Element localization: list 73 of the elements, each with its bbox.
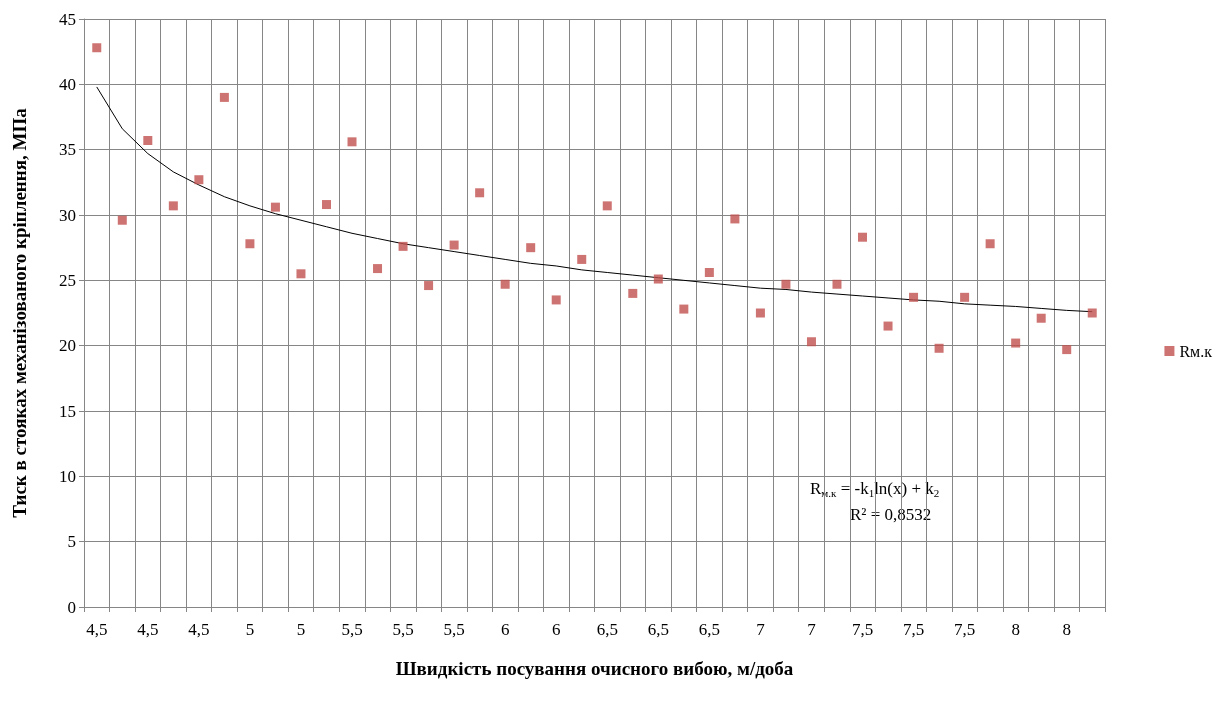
point xyxy=(806,337,816,347)
point xyxy=(398,241,408,251)
y-tick-label: 35 xyxy=(59,140,76,160)
x-tick-label: 7,5 xyxy=(851,620,874,639)
point xyxy=(296,269,306,279)
point xyxy=(245,239,255,249)
point xyxy=(168,201,178,211)
point xyxy=(1036,313,1046,323)
y-tick-label: 30 xyxy=(59,205,76,225)
point xyxy=(577,254,587,264)
x-tick-label: 7 xyxy=(756,620,766,639)
x-tick-label: 4,5 xyxy=(137,620,159,639)
point xyxy=(730,214,740,224)
x-tick-label: 5,5 xyxy=(443,620,465,639)
point xyxy=(1011,338,1021,348)
point xyxy=(1062,345,1072,355)
x-tick-label: 7,5 xyxy=(953,620,976,639)
point xyxy=(219,92,229,102)
y-tick-label: 45 xyxy=(59,9,76,29)
point xyxy=(985,239,995,249)
point xyxy=(628,288,638,298)
point xyxy=(602,201,612,211)
point xyxy=(270,202,280,212)
x-tick-label: 4,5 xyxy=(86,620,108,639)
x-tick-label: 7 xyxy=(807,620,817,639)
x-tick-label: 5 xyxy=(296,620,306,639)
point xyxy=(92,43,102,53)
point xyxy=(347,137,357,147)
x-axis-title: Швидкість посування очисного вибою, м/доба xyxy=(395,658,794,679)
point xyxy=(143,136,153,146)
point xyxy=(960,292,970,302)
x-tick-label: 4,5 xyxy=(188,620,210,639)
y-tick-label: 5 xyxy=(67,532,76,552)
x-tick-label: 8 xyxy=(1062,620,1071,639)
y-axis-title: Тиск в стояках механізованого кріплення, МПа xyxy=(9,107,30,518)
point xyxy=(704,267,714,277)
point xyxy=(475,188,485,198)
point xyxy=(551,295,561,305)
x-tick-label: 5 xyxy=(245,620,255,639)
point xyxy=(526,243,536,253)
point xyxy=(653,274,663,284)
y-tick-label: 40 xyxy=(59,74,76,94)
x-tick-label: 8 xyxy=(1011,620,1020,639)
y-tick-label: 10 xyxy=(59,466,76,486)
x-tick-label: 5,5 xyxy=(392,620,414,639)
y-tick-label: 25 xyxy=(59,270,76,290)
x-tick-label: 5,5 xyxy=(341,620,363,639)
y-tick-label: 15 xyxy=(59,401,76,421)
x-tick-label: 6,5 xyxy=(698,620,720,639)
point xyxy=(934,343,944,353)
x-tick-label: 6,5 xyxy=(647,620,669,639)
point xyxy=(373,264,383,274)
point xyxy=(832,279,842,289)
y-tick-label: 20 xyxy=(59,336,76,356)
point xyxy=(117,215,127,225)
point xyxy=(755,308,765,318)
legend-label: Rм.к xyxy=(1179,342,1213,360)
x-tick-label: 6 xyxy=(500,620,510,639)
point xyxy=(194,175,204,185)
point xyxy=(781,279,791,289)
x-tick-label: 6 xyxy=(551,620,561,639)
point xyxy=(500,279,510,289)
point xyxy=(909,292,919,302)
y-tick-label: 0 xyxy=(67,597,76,617)
x-tick-label: 6,5 xyxy=(596,620,618,639)
point xyxy=(424,281,434,291)
point xyxy=(883,321,893,331)
point xyxy=(858,232,868,242)
point xyxy=(1087,308,1097,318)
point xyxy=(321,200,331,210)
point xyxy=(679,304,689,314)
x-tick-label: 7,5 xyxy=(902,620,925,639)
point xyxy=(449,240,459,250)
